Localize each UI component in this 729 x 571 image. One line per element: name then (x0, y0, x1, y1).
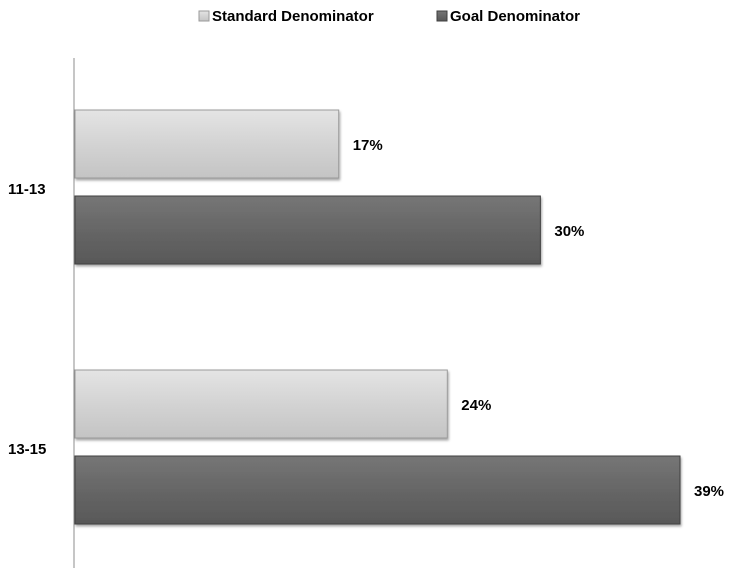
category-label-11-13: 11-13 (8, 181, 46, 198)
legend: Standard Denominator Goal Denominator (198, 8, 580, 25)
category-label-13-15: 13-15 (8, 441, 46, 458)
bars (74, 109, 681, 525)
bar-standard-11-13 (74, 109, 340, 179)
bar-goal-11-13 (74, 195, 541, 265)
legend-label-goal: Goal Denominator (450, 8, 580, 25)
legend-swatch-goal (436, 10, 448, 22)
data-label-standard-11-13: 17% (353, 137, 383, 154)
data-label-goal-13-15: 39% (694, 483, 724, 500)
data-label-goal-11-13: 30% (554, 223, 584, 240)
category-labels: 11-13 13-15 (8, 181, 46, 458)
data-labels: 17% 24% 30% 39% (353, 137, 724, 500)
legend-swatch-standard (198, 10, 210, 22)
data-label-standard-13-15: 24% (461, 397, 491, 414)
legend-label-standard: Standard Denominator (212, 8, 374, 25)
bar-goal-13-15 (74, 455, 681, 525)
bar-standard-13-15 (74, 369, 448, 439)
